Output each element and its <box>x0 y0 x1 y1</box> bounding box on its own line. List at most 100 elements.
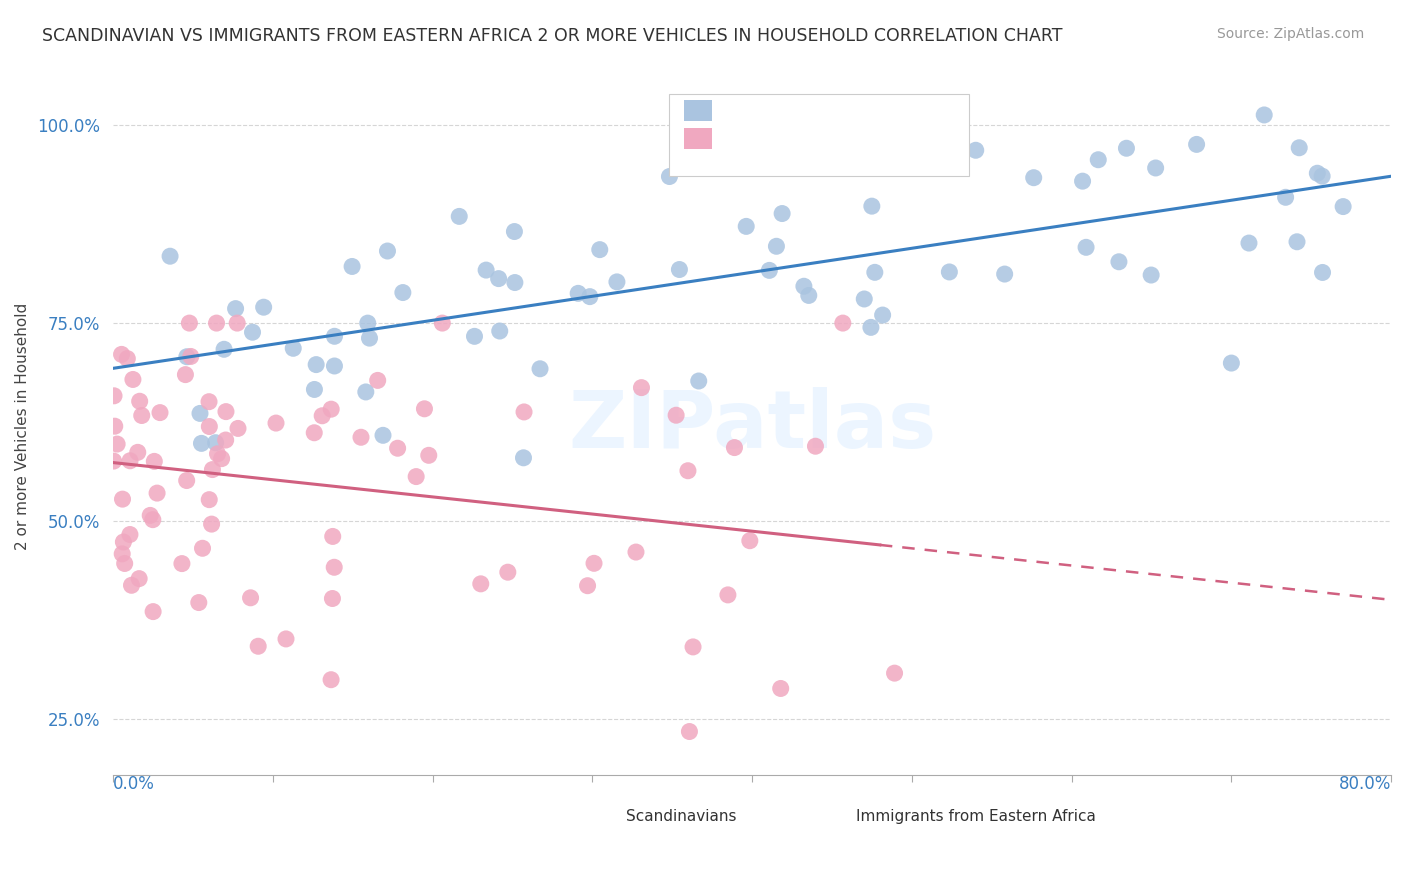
Point <box>367 373 389 387</box>
Point <box>624 545 647 559</box>
Text: 80.0%: 80.0% <box>1339 775 1391 793</box>
Point <box>770 206 793 220</box>
Point <box>198 419 221 434</box>
Text: 0.0%: 0.0% <box>112 775 155 793</box>
Point <box>321 591 343 606</box>
Point <box>1087 153 1109 167</box>
Point <box>239 591 262 605</box>
Point <box>190 436 212 450</box>
Point <box>204 435 226 450</box>
Point <box>735 219 758 234</box>
Point <box>529 361 551 376</box>
Point <box>283 341 305 355</box>
Point <box>215 404 238 418</box>
Point <box>793 279 815 293</box>
Point <box>859 320 882 334</box>
FancyBboxPatch shape <box>685 100 713 120</box>
Point <box>211 451 233 466</box>
Point <box>938 265 960 279</box>
Point <box>323 560 346 574</box>
Point <box>139 508 162 523</box>
FancyBboxPatch shape <box>669 95 969 177</box>
Point <box>128 394 150 409</box>
Point <box>225 301 247 316</box>
Point <box>387 442 409 456</box>
Point <box>1071 174 1094 188</box>
Point <box>319 673 342 687</box>
Point <box>1306 166 1329 180</box>
Point <box>205 316 228 330</box>
Point <box>159 249 181 263</box>
Point <box>1288 141 1310 155</box>
Point <box>1310 169 1333 183</box>
Point <box>1274 190 1296 204</box>
Point <box>1331 200 1354 214</box>
Point <box>432 316 454 330</box>
Point <box>1220 356 1243 370</box>
Point <box>142 605 165 619</box>
Point <box>143 454 166 468</box>
Point <box>965 143 987 157</box>
Point <box>418 448 440 462</box>
Point <box>567 286 589 301</box>
Point <box>111 492 134 507</box>
Point <box>128 572 150 586</box>
Point <box>579 290 602 304</box>
Point <box>179 316 201 330</box>
Point <box>104 419 127 434</box>
Point <box>863 265 886 279</box>
FancyBboxPatch shape <box>685 128 713 149</box>
Point <box>797 288 820 302</box>
Point <box>226 316 249 330</box>
Point <box>311 409 333 423</box>
Text: R =: R = <box>725 130 758 145</box>
Point <box>392 285 415 300</box>
Point <box>264 416 287 430</box>
Point <box>103 389 125 403</box>
Point <box>589 243 612 257</box>
Text: N =: N = <box>838 103 882 118</box>
Point <box>371 428 394 442</box>
Point <box>717 588 740 602</box>
Point <box>191 541 214 556</box>
Point <box>200 517 222 532</box>
Point <box>1074 240 1097 254</box>
Point <box>1253 108 1275 122</box>
Point <box>274 632 297 646</box>
Point <box>304 383 326 397</box>
Point <box>127 445 149 459</box>
Point <box>322 529 344 543</box>
Point <box>187 596 209 610</box>
Point <box>665 408 688 422</box>
Point <box>226 421 249 435</box>
Point <box>253 300 276 314</box>
Point <box>475 263 498 277</box>
FancyBboxPatch shape <box>592 806 616 827</box>
Point <box>503 276 526 290</box>
Point <box>676 464 699 478</box>
Point <box>176 350 198 364</box>
Point <box>215 433 238 447</box>
Point <box>994 267 1017 281</box>
Point <box>201 462 224 476</box>
Point <box>105 437 128 451</box>
Point <box>176 474 198 488</box>
Point <box>1185 137 1208 152</box>
Point <box>103 454 125 468</box>
Point <box>1022 170 1045 185</box>
Point <box>131 409 153 423</box>
Point <box>503 225 526 239</box>
Point <box>872 308 894 322</box>
Point <box>121 578 143 592</box>
Point <box>1108 254 1130 268</box>
Text: 79: 79 <box>889 129 912 147</box>
Text: N =: N = <box>838 130 882 145</box>
Point <box>488 324 510 338</box>
Text: 0.318: 0.318 <box>773 101 827 120</box>
Point <box>405 469 427 483</box>
Point <box>688 374 710 388</box>
Point <box>738 533 761 548</box>
Point <box>110 347 132 361</box>
Point <box>170 557 193 571</box>
Point <box>413 401 436 416</box>
